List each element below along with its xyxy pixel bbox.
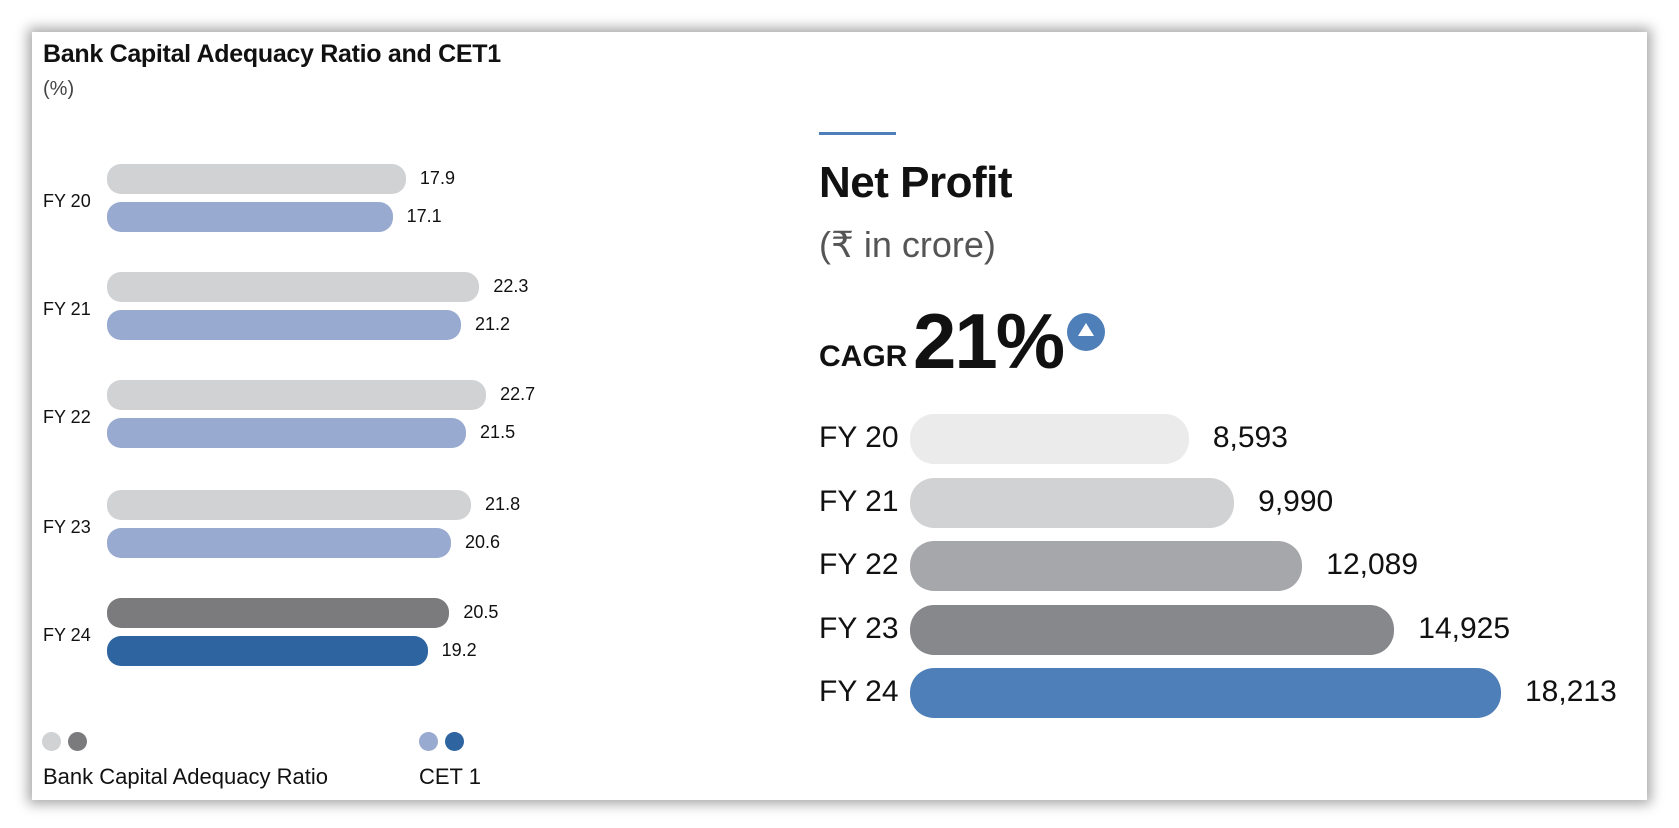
category-label: FY 24 — [819, 675, 899, 708]
category-label: FY 24 — [43, 625, 91, 645]
data-label: 22.3 — [493, 276, 529, 296]
data-label: 9,990 — [1258, 484, 1334, 518]
net-profit-unit: (₹ in crore) — [819, 224, 996, 265]
bar-car — [107, 164, 406, 194]
data-label: 20.5 — [463, 602, 499, 622]
bar-cet — [107, 310, 462, 340]
legend-dot-car-dark — [68, 732, 87, 751]
data-label: 20.6 — [465, 532, 501, 552]
legend-cet: CET 1 — [419, 764, 481, 789]
bar-net-profit — [910, 541, 1303, 591]
data-label: 21.2 — [475, 314, 511, 334]
legend-dot-cet-light — [419, 732, 438, 751]
car-chart-title: Bank Capital Adequacy Ratio and CET1 — [43, 40, 501, 68]
bar-car — [107, 598, 450, 628]
data-label: 12,089 — [1326, 548, 1419, 581]
up-arrow-icon — [1067, 313, 1105, 351]
bar-cet — [107, 418, 467, 448]
data-label: 22.7 — [500, 384, 536, 404]
accent-rule — [819, 132, 896, 135]
bar-net-profit — [910, 668, 1501, 718]
bar-car — [107, 490, 472, 520]
category-label: FY 21 — [819, 484, 899, 518]
data-label: 18,213 — [1525, 675, 1617, 708]
category-label: FY 23 — [819, 611, 899, 645]
data-label: 19.2 — [441, 640, 477, 660]
data-label: 8,593 — [1212, 421, 1288, 454]
bar-net-profit — [910, 477, 1235, 528]
cagr-label: CAGR — [819, 340, 908, 373]
bar-net-profit — [910, 414, 1189, 464]
bar-cet — [107, 202, 393, 232]
net-profit-title: Net Profit — [819, 158, 1013, 207]
cagr-value: 21% — [913, 297, 1065, 385]
bar-car — [107, 380, 487, 410]
category-label: FY 23 — [43, 517, 91, 537]
bar-cet — [107, 528, 452, 558]
category-label: FY 20 — [819, 421, 899, 454]
data-label: 21.5 — [480, 422, 516, 442]
category-label: FY 21 — [43, 299, 91, 319]
legend-car: Bank Capital Adequacy Ratio — [43, 764, 328, 789]
bar-net-profit — [910, 604, 1395, 655]
category-label: FY 22 — [819, 548, 899, 581]
category-label: FY 22 — [43, 407, 91, 427]
data-label: 17.9 — [419, 168, 455, 188]
category-label: FY 20 — [43, 191, 91, 211]
data-label: 21.8 — [485, 494, 521, 514]
bar-car — [107, 272, 480, 302]
data-label: 17.1 — [406, 206, 442, 226]
car-chart-unit: (%) — [43, 78, 75, 100]
data-label: 14,925 — [1418, 611, 1511, 645]
legend-dot-cet-dark — [445, 732, 464, 751]
legend-dot-car-light — [42, 732, 61, 751]
bar-cet — [107, 636, 428, 666]
